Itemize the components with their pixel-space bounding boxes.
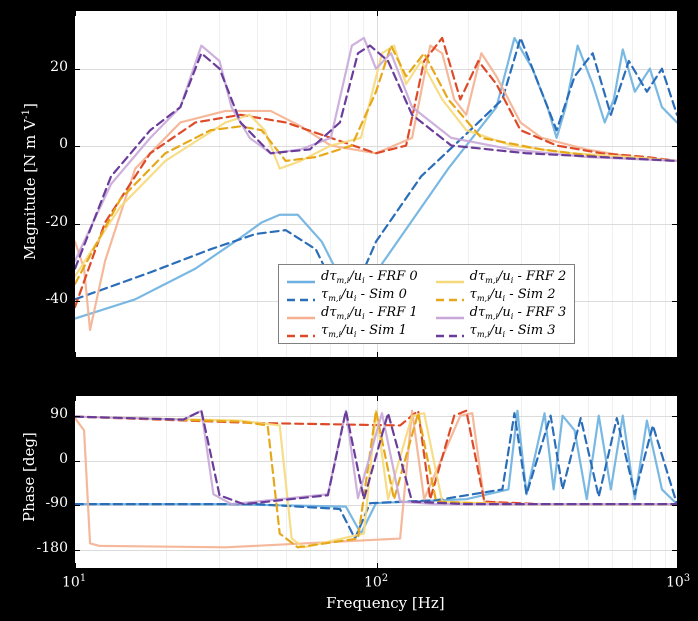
ytick-label: -20 — [45, 214, 68, 230]
bode-phase-panel — [74, 395, 678, 569]
legend-entry-frf1: dτm,i/ui - FRF 1 — [287, 305, 418, 321]
legend-entry-frf3: dτm,i/ui - FRF 3 — [436, 305, 567, 321]
legend-label: dτm,i/ui - FRF 0 — [321, 269, 418, 285]
legend-box: dτm,i/ui - FRF 0 dτm,i/ui - FRF 2 τm,i/ui … — [278, 264, 575, 344]
legend-label: τm,i/ui - Sim 3 — [470, 323, 556, 339]
legend-entry-sim0: τm,i/ui - Sim 0 — [287, 287, 418, 303]
legend-label: τm,i/ui - Sim 2 — [470, 287, 556, 303]
ytick-label: 20 — [50, 59, 68, 75]
legend-entry-sim1: τm,i/ui - Sim 1 — [287, 323, 418, 339]
ytick-label: 0 — [59, 136, 68, 152]
xtick-label: 103 — [666, 573, 690, 591]
legend-entry-frf2: dτm,i/ui - FRF 2 — [436, 269, 567, 285]
legend-label: dτm,i/ui - FRF 3 — [470, 305, 567, 321]
legend-label: dτm,i/ui - FRF 2 — [470, 269, 567, 285]
bottom-xlabel: Frequency [Hz] — [326, 594, 445, 612]
xtick-label: 102 — [364, 573, 388, 591]
legend-label: τm,i/ui - Sim 0 — [321, 287, 407, 303]
legend-entry-frf0: dτm,i/ui - FRF 0 — [287, 269, 418, 285]
top-ylabel: Magnitude [N m V-1] — [20, 103, 39, 260]
ytick-label: -90 — [45, 495, 68, 511]
legend-label: τm,i/ui - Sim 1 — [321, 323, 407, 339]
ytick-label: -180 — [37, 540, 68, 556]
legend-grid: dτm,i/ui - FRF 0 dτm,i/ui - FRF 2 τm,i/ui … — [287, 269, 566, 339]
legend-entry-sim3: τm,i/ui - Sim 3 — [436, 323, 567, 339]
bottom-ylabel: Phase [deg] — [20, 432, 38, 522]
xtick-label: 101 — [62, 573, 86, 591]
ytick-label: 90 — [50, 406, 68, 422]
legend-label: dτm,i/ui - FRF 1 — [321, 305, 418, 321]
legend-entry-sim2: τm,i/ui - Sim 2 — [436, 287, 567, 303]
ytick-label: 0 — [59, 451, 68, 467]
ytick-label: -40 — [45, 291, 68, 307]
